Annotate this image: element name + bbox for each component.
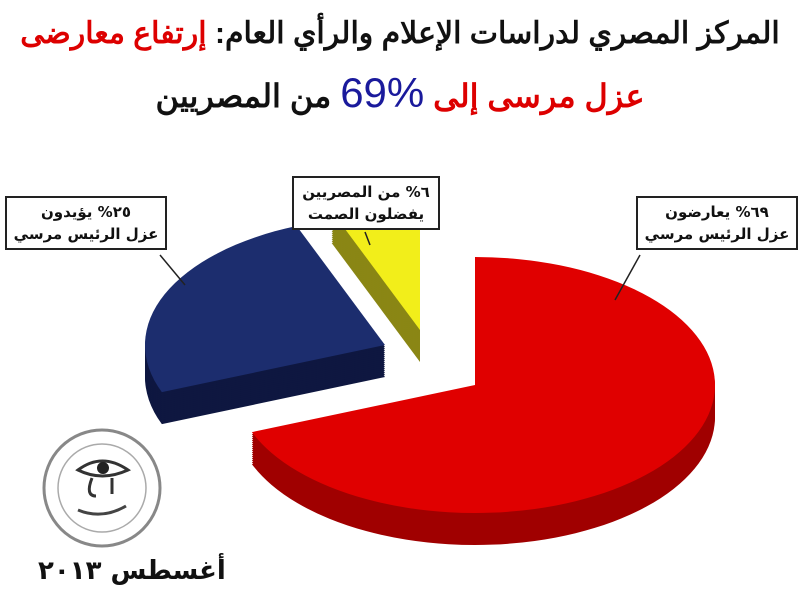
label-silent: ٦% من المصريين يفضلون الصمت [292,176,440,230]
pie-slice-1 [145,225,385,425]
title-percentage: 69% [340,69,425,116]
date-label: أغسطس ٢٠١٣ [38,556,226,586]
label-support-line2: عزل الرئيس مرسي [13,225,159,243]
title-red-part-2: عزل مرسى إلى [433,78,645,114]
title-black-part-2: من المصريين [155,78,332,114]
title-black-part: المركز المصري لدراسات الإعلام والرأي الع… [214,17,780,50]
label-oppose: ٦٩% يعارضون عزل الرئيس مرسي [636,196,798,250]
pie-slice-0 [251,257,715,545]
leader-line [614,254,641,301]
label-support-line1: ٢٥% يؤيدون [40,203,132,221]
pie-slice-top [331,202,420,330]
chart-title-line1: المركز المصري لدراسات الإعلام والرأي الع… [0,14,800,54]
title-red-part: إرتفاع معارضى [20,17,207,50]
leader-line [159,254,186,286]
pie-slice-top [145,225,385,393]
leader-line [364,231,371,246]
label-silent-line2: يفضلون الصمت [307,205,425,223]
label-oppose-line1: ٦٩% يعارضون [665,203,769,221]
chart-title-line2: عزل مرسى إلى 69% من المصريين [0,68,800,118]
label-support: ٢٥% يؤيدون عزل الرئيس مرسي [5,196,167,250]
label-silent-line1: ٦% من المصريين [302,183,430,201]
label-oppose-line2: عزل الرئيس مرسي [644,225,790,243]
pie-slice-top [251,257,715,513]
pie-slice-2 [331,202,420,362]
